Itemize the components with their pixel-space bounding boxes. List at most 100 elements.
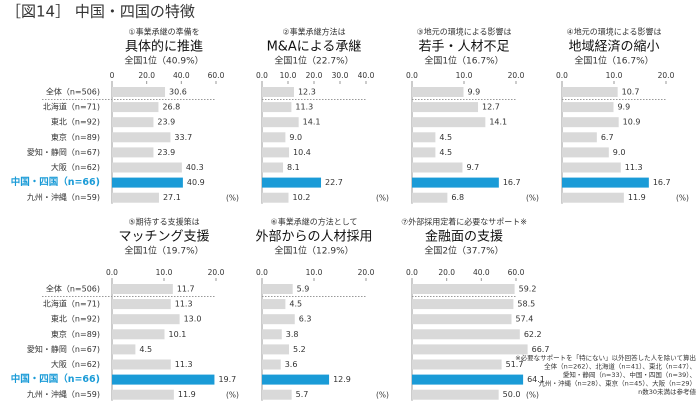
bar xyxy=(112,117,154,128)
category-label: 東北（n=92) xyxy=(51,117,100,127)
panel-subtitle: 全国1位（40.9%） xyxy=(124,55,203,67)
value-label: 19.7 xyxy=(218,375,236,384)
unit-label: (%) xyxy=(676,194,689,203)
unit-label: (%) xyxy=(376,391,389,400)
value-label: 12.3 xyxy=(298,88,316,97)
x-tick-label: 10.0 xyxy=(156,268,173,277)
bar xyxy=(562,117,619,128)
x-tick-label: 20.0 xyxy=(306,71,323,80)
bar xyxy=(412,192,448,203)
bar xyxy=(412,344,528,355)
category-label: 北海道（n=71) xyxy=(43,299,100,309)
x-tick-label: 0 xyxy=(110,71,115,80)
value-label: 62.2 xyxy=(524,330,542,339)
category-label: 東京（n=89) xyxy=(51,132,100,142)
panel-title: 外部からの人材採用 xyxy=(255,230,372,245)
panel-title: ⑥事業承継の方法として xyxy=(271,217,358,227)
category-label: 大阪（n=62) xyxy=(51,359,100,369)
bar xyxy=(412,284,515,294)
bar xyxy=(262,117,299,128)
unit-label: (%) xyxy=(526,194,539,203)
value-label: 22.7 xyxy=(325,178,343,187)
x-tick-label: 20.0 xyxy=(138,71,155,80)
note: 全体（n=262）、北海道（n=41）、東北（n=47）、 xyxy=(544,362,696,371)
bar xyxy=(412,87,464,97)
x-tick-label: 0.0 xyxy=(256,71,268,80)
bar xyxy=(562,192,624,203)
bar xyxy=(412,314,512,325)
value-label: 64.1 xyxy=(527,375,545,384)
note: 愛知・静岡（n=33）、中国・四国（n=39）、 xyxy=(563,370,696,379)
value-label: 23.9 xyxy=(157,148,175,157)
panel-title: 若手・人材不足 xyxy=(418,39,509,55)
x-tick-label: 20.0 xyxy=(358,268,375,277)
category-label: 東北（n=92) xyxy=(51,314,100,324)
value-label: 57.4 xyxy=(515,315,533,324)
bar xyxy=(262,359,281,370)
value-label: 16.7 xyxy=(653,178,671,187)
value-label: 11.9 xyxy=(178,390,196,399)
bar xyxy=(262,192,289,203)
panel-subtitle: 全国1位（19.7%） xyxy=(124,245,203,257)
value-label: 9.0 xyxy=(613,148,626,157)
bar xyxy=(262,87,294,97)
unit-label: (%) xyxy=(526,391,539,400)
bar xyxy=(112,284,173,294)
category-label: 全体（n=506) xyxy=(46,284,100,294)
value-label: 16.7 xyxy=(503,178,521,187)
figure-title: ［図14］ 中国・四国の特徴 xyxy=(6,3,195,21)
bar xyxy=(412,389,499,400)
value-label: 40.9 xyxy=(187,178,205,187)
category-label: 大阪（n=62) xyxy=(51,162,100,172)
value-label: 11.3 xyxy=(295,103,313,112)
category-label: 九州・沖縄（n=59) xyxy=(27,389,100,399)
value-label: 5.7 xyxy=(296,390,309,399)
value-label: 66.7 xyxy=(532,345,550,354)
bar xyxy=(262,374,330,385)
value-label: 10.1 xyxy=(169,330,187,339)
bar xyxy=(562,177,649,188)
value-label: 10.2 xyxy=(293,193,311,202)
value-label: 10.9 xyxy=(623,118,641,127)
value-label: 12.9 xyxy=(333,375,351,384)
value-label: 33.7 xyxy=(174,133,192,142)
bar xyxy=(412,374,524,385)
x-tick-label: 40.0 xyxy=(173,71,190,80)
value-label: 10.7 xyxy=(622,88,640,97)
bar xyxy=(112,132,171,143)
panel-subtitle: 全国1位（16.7%） xyxy=(574,55,653,67)
category-label: 九州・沖縄（n=59) xyxy=(27,192,100,202)
x-tick-label: 0.0 xyxy=(256,268,268,277)
note: 九州・沖縄（n=28）、東京（n=45）、大阪（n=29） xyxy=(538,379,696,388)
panel-title: 具体的に推進 xyxy=(125,39,203,55)
bar xyxy=(262,389,292,400)
panel-title: ③地元の環境による影響は xyxy=(417,27,512,37)
category-label: 愛知・静岡（n=67) xyxy=(27,147,100,157)
value-label: 27.1 xyxy=(163,193,181,202)
value-label: 3.6 xyxy=(285,360,298,369)
value-label: 14.1 xyxy=(303,118,321,127)
bar xyxy=(112,162,182,173)
bar xyxy=(412,102,479,113)
panel-subtitle: 全国2位（37.7%） xyxy=(424,245,503,257)
x-tick-label: 20.0 xyxy=(658,71,675,80)
bar xyxy=(562,147,609,158)
panel-title: M&Aによる承継 xyxy=(267,40,362,55)
panel-title: ④地元の環境による影響は xyxy=(567,27,662,37)
value-label: 8.1 xyxy=(287,163,300,172)
category-label: 東京（n=89) xyxy=(51,329,100,339)
category-label: 中国・四国（n=66) xyxy=(11,176,100,188)
value-label: 9.0 xyxy=(289,133,302,142)
value-label: 5.2 xyxy=(293,345,306,354)
panel-subtitle: 全国1位（16.7%） xyxy=(424,55,503,67)
value-label: 58.5 xyxy=(517,300,535,309)
value-label: 51.7 xyxy=(506,360,524,369)
value-label: 6.3 xyxy=(299,315,312,324)
note: n数30未満は参考値 xyxy=(638,387,696,396)
bar xyxy=(262,147,290,158)
value-label: 4.5 xyxy=(439,133,452,142)
x-tick-label: 10.0 xyxy=(606,71,623,80)
panel-title: ②事業承継方法は xyxy=(282,27,345,37)
x-tick-label: 60.0 xyxy=(208,71,225,80)
value-label: 40.3 xyxy=(186,163,204,172)
